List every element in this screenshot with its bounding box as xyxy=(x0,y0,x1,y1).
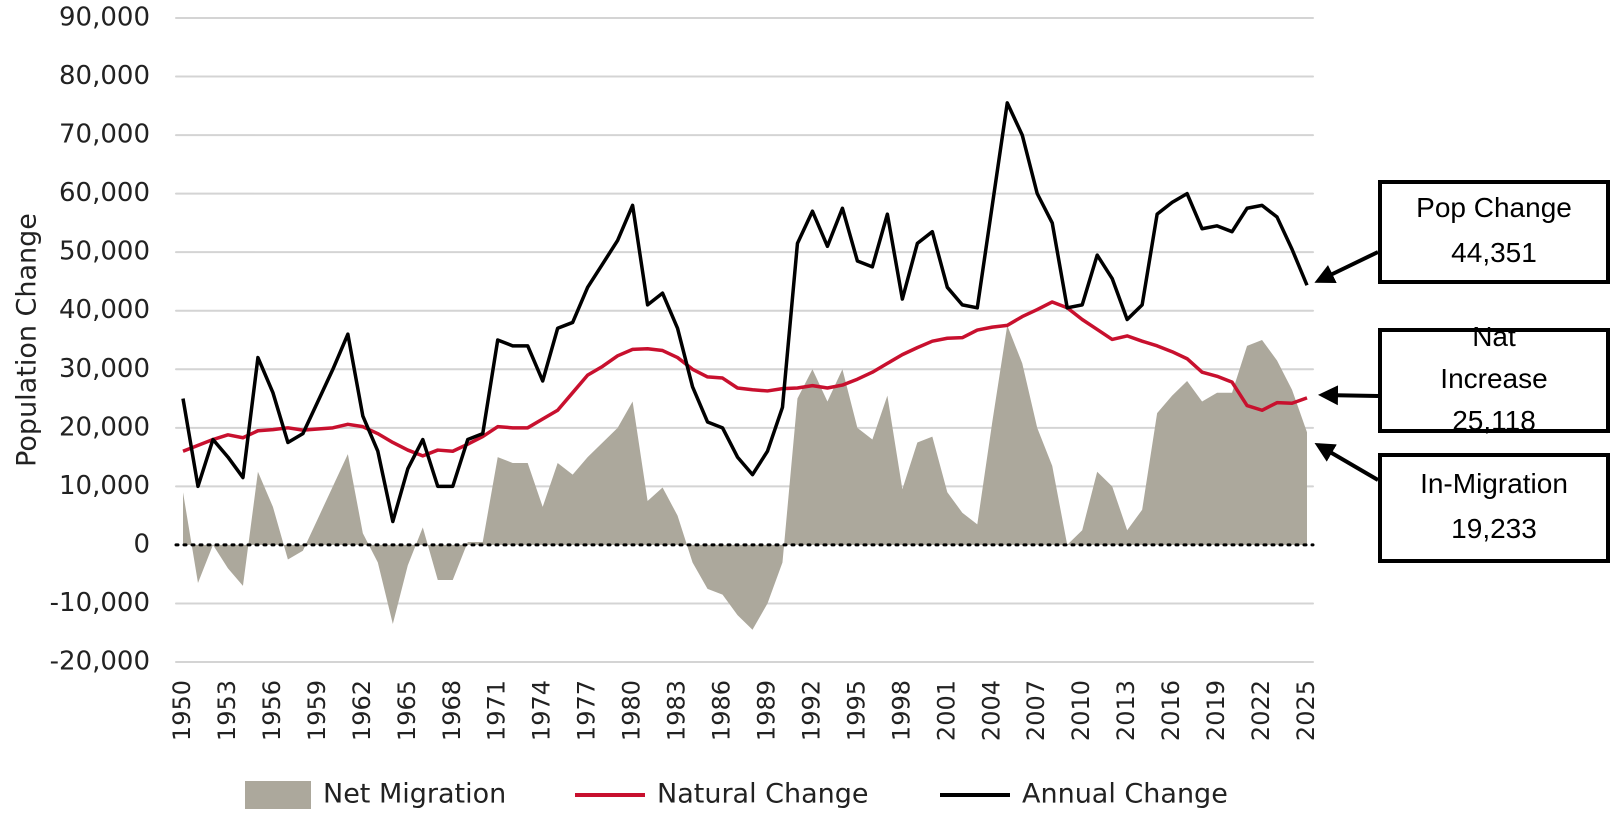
x-tick-label: 2010 xyxy=(1067,680,1095,741)
annotation-arrow xyxy=(1314,442,1380,482)
annotation-arrow xyxy=(1318,385,1379,406)
x-tick-label: 2004 xyxy=(977,680,1005,741)
x-tick-label: 2001 xyxy=(932,680,960,741)
x-tick-label: 1968 xyxy=(438,680,466,741)
x-tick-label: 2013 xyxy=(1112,680,1140,741)
x-tick-label: 1989 xyxy=(752,680,780,741)
x-tick-label: 1992 xyxy=(797,680,825,741)
y-tick-label: 0 xyxy=(133,529,150,559)
x-tick-label: 1971 xyxy=(483,680,511,741)
legend-label: Annual Change xyxy=(1022,779,1228,810)
x-tick-label: 1965 xyxy=(393,680,421,741)
plot-under xyxy=(175,17,1314,663)
x-tick-label: 2019 xyxy=(1202,680,1230,741)
y-axis-label: Population Change xyxy=(12,213,43,467)
x-tick-label: 1974 xyxy=(528,680,556,741)
annotation-text: Increase xyxy=(1440,363,1547,394)
annotation-arrow xyxy=(1314,250,1379,284)
annotation-text: Pop Change xyxy=(1416,192,1572,223)
line xyxy=(181,101,1309,524)
y-tick-label: 20,000 xyxy=(59,412,150,442)
x-tick-label: 1983 xyxy=(663,680,691,741)
annotation-text: 25,118 xyxy=(1452,405,1536,436)
legend-swatch xyxy=(245,781,311,809)
x-tick-label: 1962 xyxy=(348,680,376,741)
x-tick-label: 1953 xyxy=(213,680,241,741)
x-tick-label: 1998 xyxy=(887,680,915,741)
y-tick-label: 40,000 xyxy=(59,295,150,325)
legend-label: Net Migration xyxy=(323,779,506,810)
x-tick-label: 1995 xyxy=(842,680,870,741)
line xyxy=(182,300,1308,458)
x-tick-label: 2016 xyxy=(1157,680,1185,741)
x-tick-label: 2007 xyxy=(1022,680,1050,741)
y-tick-label: 80,000 xyxy=(59,61,150,91)
annotation-text: 19,233 xyxy=(1451,513,1537,544)
x-tick-label: 1986 xyxy=(708,680,736,741)
x-tick-label: 2025 xyxy=(1292,680,1320,741)
y-tick-label: 90,000 xyxy=(59,3,150,33)
y-tick-label: 50,000 xyxy=(59,237,150,267)
annotation-text: In-Migration xyxy=(1420,468,1568,499)
x-tick-label: 1950 xyxy=(168,680,196,741)
legend-label: Natural Change xyxy=(657,779,869,810)
area xyxy=(183,325,1307,630)
plot-over xyxy=(174,101,1315,547)
x-tick-label: 1956 xyxy=(258,680,286,741)
y-tick-label: -20,000 xyxy=(50,647,150,677)
x-tick-label: 2022 xyxy=(1247,680,1275,741)
annotation-box xyxy=(1378,328,1610,433)
annotation-box xyxy=(1378,180,1610,284)
y-tick-label: 10,000 xyxy=(59,471,150,501)
x-tick-label: 1977 xyxy=(573,680,601,741)
x-tick-label: 1980 xyxy=(618,680,646,741)
x-tick-label: 1959 xyxy=(303,680,331,741)
annotation-text: 44,351 xyxy=(1451,237,1537,268)
y-tick-label: 60,000 xyxy=(59,178,150,208)
annotation-text: Nat xyxy=(1472,321,1516,352)
annotation-box xyxy=(1378,453,1610,563)
y-tick-label: -10,000 xyxy=(50,588,150,618)
y-tick-label: 30,000 xyxy=(59,354,150,384)
y-tick-label: 70,000 xyxy=(59,120,150,150)
